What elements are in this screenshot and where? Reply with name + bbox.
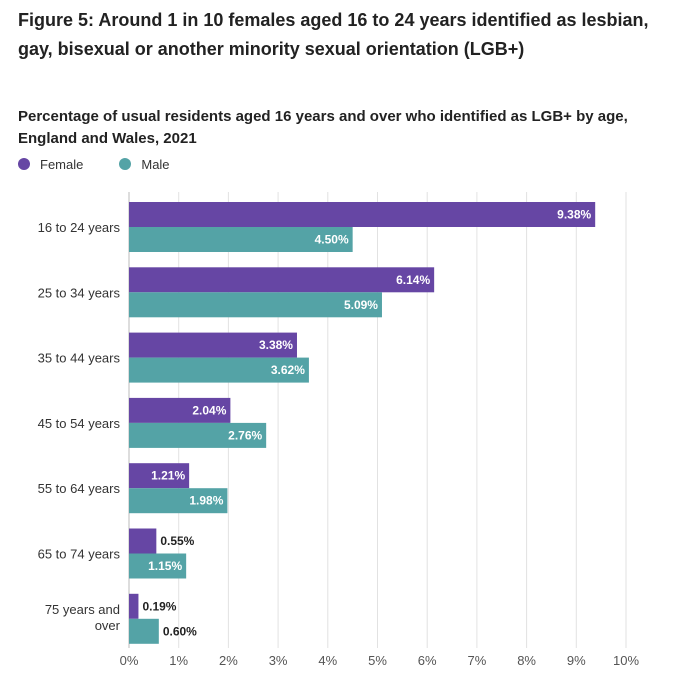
x-tick-label: 7%: [468, 653, 487, 668]
x-tick-label: 4%: [318, 653, 337, 668]
data-label-female: 1.21%: [151, 469, 185, 483]
category-label: 16 to 24 years: [38, 220, 121, 235]
bar-male: [129, 292, 382, 318]
legend-item-male: Male: [119, 156, 170, 172]
bar-male: [129, 618, 159, 644]
category-label: 25 to 34 years: [38, 285, 121, 300]
x-tick-label: 1%: [169, 653, 188, 668]
bar-female: [129, 267, 435, 293]
x-tick-label: 5%: [368, 653, 387, 668]
data-label-female: 3.38%: [259, 338, 293, 352]
data-label-female: 6.14%: [396, 273, 430, 287]
category-label: 35 to 44 years: [38, 351, 121, 366]
x-tick-label: 0%: [120, 653, 139, 668]
legend-label-male: Male: [141, 156, 170, 172]
data-label-male: 3.62%: [271, 363, 305, 377]
bar-male: [129, 488, 228, 514]
bar-male: [129, 357, 309, 383]
data-label-female: 2.04%: [192, 403, 226, 417]
data-label-male: 0.60%: [163, 624, 197, 638]
data-label-female: 0.55%: [160, 534, 194, 548]
category-label: 75 years and over: [45, 602, 121, 633]
data-label-male: 5.09%: [344, 298, 378, 312]
bar-female: [129, 593, 139, 619]
data-label-female: 9.38%: [557, 208, 591, 222]
x-tick-label: 8%: [517, 653, 536, 668]
bar-female: [129, 463, 190, 489]
data-label-male: 1.98%: [189, 494, 223, 508]
x-tick-label: 3%: [269, 653, 288, 668]
legend: Female Male: [18, 154, 206, 174]
category-label: 55 to 64 years: [38, 481, 121, 496]
x-tick-label: 6%: [418, 653, 437, 668]
bar-female: [129, 397, 231, 423]
data-label-male: 1.15%: [148, 559, 182, 573]
data-label-male: 2.76%: [228, 428, 262, 442]
legend-label-female: Female: [40, 156, 84, 172]
legend-swatch-female: [18, 158, 30, 170]
chart-title: Figure 5: Around 1 in 10 females aged 16…: [18, 10, 649, 59]
legend-item-female: Female: [18, 157, 83, 172]
bar-male: [129, 553, 187, 579]
bar-male: [129, 422, 267, 448]
data-label-female: 0.19%: [142, 599, 176, 613]
x-tick-label: 10%: [613, 653, 639, 668]
x-tick-label: 9%: [567, 653, 586, 668]
bar-male: [129, 227, 353, 252]
bar-female: [129, 202, 596, 227]
category-label: 65 to 74 years: [38, 547, 121, 562]
category-label: 45 to 54 years: [38, 416, 121, 431]
bar-female: [129, 332, 297, 358]
data-label-male: 4.50%: [315, 233, 349, 247]
x-tick-label: 2%: [219, 653, 238, 668]
bar-female: [129, 528, 157, 554]
legend-swatch-male: [119, 158, 132, 170]
chart-subtitle: Percentage of usual residents aged 16 ye…: [18, 108, 628, 147]
